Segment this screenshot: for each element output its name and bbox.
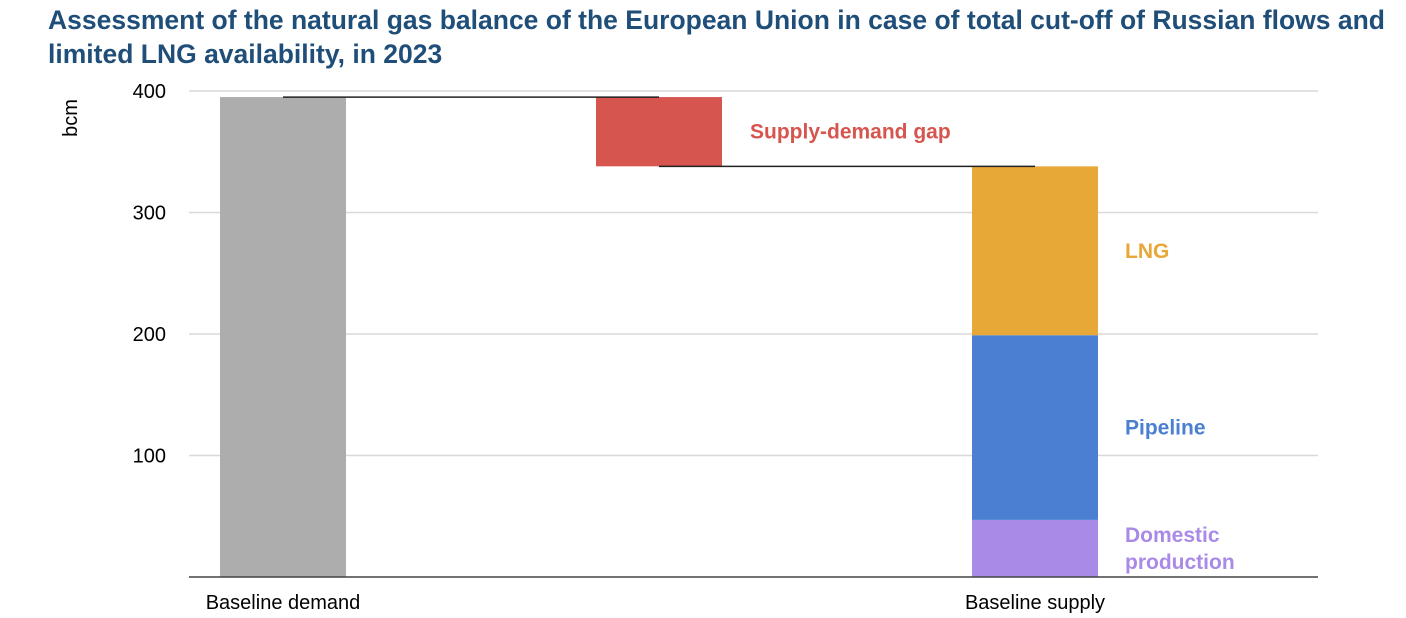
x-category-label: Baseline supply — [965, 592, 1105, 614]
gridlines — [189, 90, 1318, 457]
connector-lines — [283, 96, 1035, 168]
x-axis-categories: Baseline demand Baseline supply — [206, 592, 1105, 614]
bar-segment-pipeline — [972, 335, 1098, 520]
bars — [220, 97, 1098, 577]
segment-label-pipeline: Pipeline — [1125, 417, 1206, 440]
y-tick-label: 200 — [133, 324, 166, 346]
bar-baseline-demand — [220, 97, 346, 577]
bar-supply-demand-gap — [596, 97, 722, 167]
y-axis-ticks: 100 200 300 400 — [133, 81, 166, 468]
y-tick-label: 300 — [133, 203, 166, 225]
segment-label-domestic-production: Domestic — [1125, 524, 1220, 547]
y-tick-label: 400 — [133, 81, 166, 103]
y-tick-label: 100 — [133, 446, 166, 468]
y-axis-label: bcm — [60, 99, 82, 137]
segment-label-lng: LNG — [1125, 240, 1169, 263]
x-category-label: Baseline demand — [206, 592, 361, 614]
bar-segment-lng — [972, 166, 1098, 336]
chart-title: Assessment of the natural gas balance of… — [48, 5, 1385, 69]
segment-labels: Supply-demand gap Domestic production Pipel… — [750, 121, 1235, 574]
segment-label-domestic-production: production — [1125, 551, 1235, 574]
gap-label: Supply-demand gap — [750, 121, 951, 144]
bar-segment-domestic-production — [972, 519, 1098, 577]
